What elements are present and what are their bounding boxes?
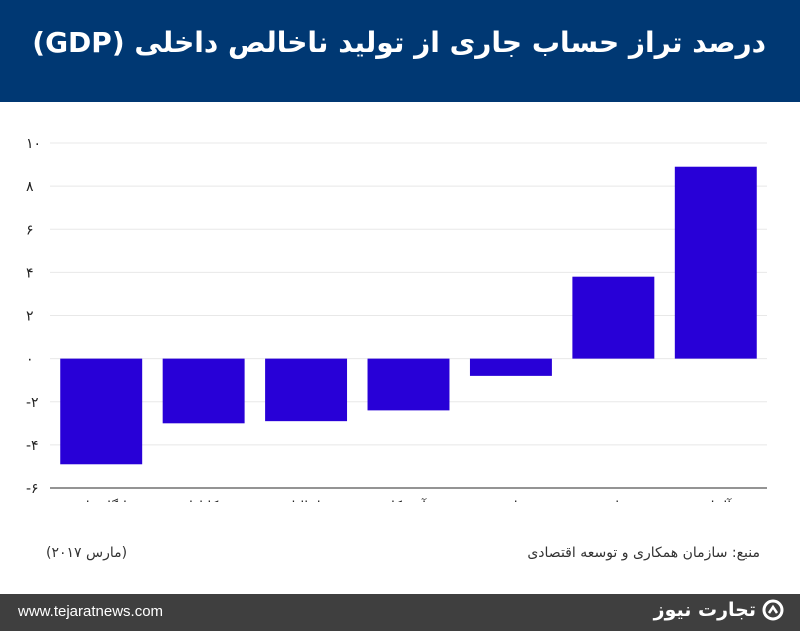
x-tick-label: آمریکا [391,498,427,502]
x-tick-label: آلمان [700,498,732,502]
x-tick-label: فرانسه [490,499,532,502]
y-tick-label: ۸ [26,179,34,195]
website-url[interactable]: www.tejaratnews.com [18,603,164,620]
x-tick-label: ژاپن [601,499,626,502]
y-tick-label: ۲ [26,309,34,325]
y-tick-label: ۴ [26,265,34,281]
header-bar: درصد تراز حساب جاری از تولید ناخالص داخل… [0,0,800,102]
x-tick-label: ایتالیا [292,499,321,502]
bar [265,358,348,422]
bar-chart: ۱۰ ۸ ۶ ۴ ۲ ۰ -۲ -۴ -۶ انگلستان کانادا ایتالیا آمریک… [26,136,767,502]
bar [572,276,655,359]
y-tick-label: -۴ [26,438,39,454]
y-tick-label: ۶ [26,222,34,238]
source-note: منبع: سازمان همکاری و توسعه اقتصادی [527,545,760,561]
y-tick-label: -۲ [26,395,39,411]
y-tick-label: ۱۰ [26,136,41,152]
tejaratnews-logo-icon [762,599,784,621]
bar [367,358,450,411]
y-tick-label: -۶ [26,481,39,497]
chart-title: درصد تراز حساب جاری از تولید ناخالص داخل… [32,26,766,59]
bar [469,358,552,376]
footer-bar: www.tejaratnews.com تجارت نیوز [0,594,800,631]
bar [162,358,245,424]
x-tick-label: انگلستان [76,498,127,502]
y-tick-label: ۰ [26,352,34,368]
x-tick-label: کانادا [189,499,219,502]
bar [60,358,143,465]
brand-logo: تجارت نیوز [654,599,784,621]
date-note: (مارس ۲۰۱۷) [46,545,128,561]
brand-name: تجارت نیوز [653,599,756,621]
bar [674,166,757,359]
